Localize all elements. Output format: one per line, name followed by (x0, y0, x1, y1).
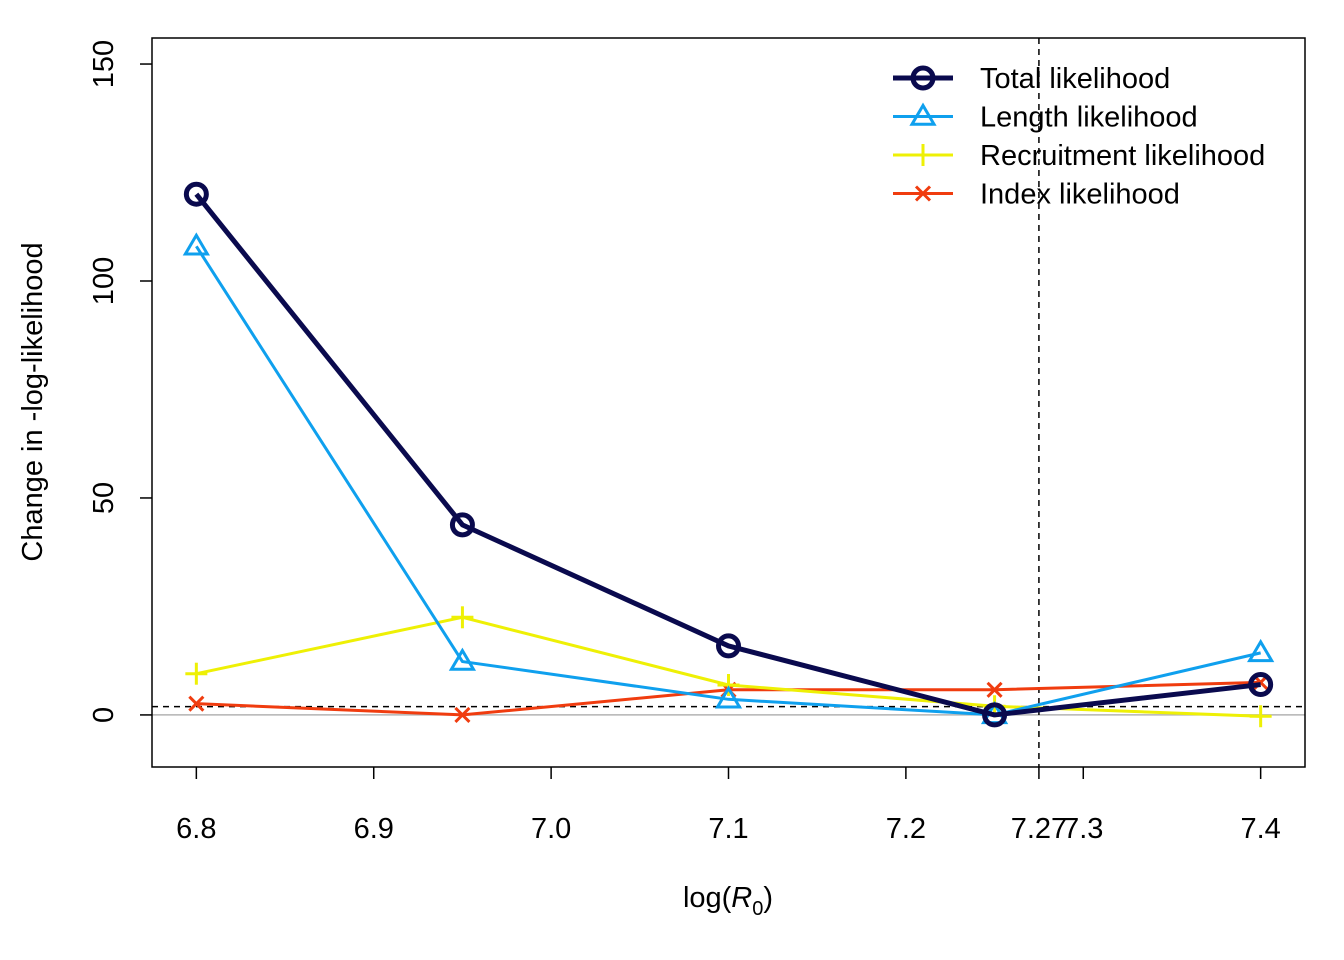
legend-item-length-likelihood: Length likelihood (893, 102, 1198, 134)
x-tick-label-3: 7.1 (708, 813, 748, 845)
total-likelihood-line (194, 192, 1261, 718)
index-likelihood-point-1 (454, 706, 471, 723)
x-axis-title: log(R0) (683, 882, 773, 920)
x-tick-label-6: 7.4 (1240, 813, 1280, 845)
length-likelihood-point-4-shape (1247, 638, 1275, 663)
legend: Total likelihood Length likelihood Recruit… (893, 63, 1265, 211)
legend-marker-index-likelihood-d2 (914, 185, 932, 202)
legend-label-total-likelihood: Total likelihood (980, 63, 1170, 95)
plot-area: 6.8 6.9 7.0 7.1 7.2 7.3 7.4 7.27 0 50 100 150 (88, 37, 1306, 845)
legend-item-recruitment-likelihood: Recruitment likelihood (893, 140, 1265, 172)
length-likelihood-point-4 (1247, 638, 1275, 663)
x-tick-label-2: 7.0 (531, 813, 571, 845)
y-tick-label-3: 150 (88, 40, 120, 88)
x-tick-label-5: 7.3 (1063, 813, 1103, 845)
legend-label-length-likelihood: Length likelihood (980, 102, 1198, 134)
total-likelihood-point-1-shape (449, 512, 475, 538)
total-likelihood-point-2-shape (716, 633, 741, 659)
legend-marker-total-likelihood-shape (910, 65, 936, 91)
length-likelihood-point-2 (714, 685, 743, 709)
x-axis-title-prefix: log( (683, 882, 732, 914)
x-tick-label-0: 6.8 (176, 813, 216, 845)
legend-marker-length-likelihood (909, 102, 937, 126)
y-tick-label-0: 0 (88, 707, 120, 723)
recruitment-likelihood-point-4 (1249, 705, 1272, 728)
index-likelihood-point-0 (188, 695, 205, 712)
recruitment-likelihood-point-1 (451, 606, 474, 629)
index-likelihood-point-0-d2 (188, 695, 205, 712)
recruitment-likelihood-point-2 (717, 673, 740, 696)
index-likelihood-point-1-d2 (454, 706, 471, 723)
x-axis-title-suffix: ) (763, 882, 773, 914)
legend-item-index-likelihood: Index likelihood (893, 179, 1180, 211)
x-tick-label-1: 6.9 (354, 813, 394, 845)
legend-marker-recruitment-likelihood (912, 144, 934, 166)
total-likelihood-point-1 (449, 512, 475, 538)
total-likelihood-point-4-shape (1248, 672, 1274, 698)
y-axis-title: Change in -log-likelihood (17, 242, 49, 561)
x-tick-label-4: 7.2 (886, 813, 926, 845)
legend-label-index-likelihood: Index likelihood (980, 179, 1180, 211)
legend-marker-total-likelihood (910, 65, 936, 91)
legend-marker-length-likelihood-shape (909, 102, 937, 126)
length-likelihood-point-0-shape (182, 232, 210, 256)
recruitment-likelihood-point-0 (185, 662, 208, 685)
total-likelihood-point-0-shape (183, 181, 209, 207)
length-likelihood-point-1 (448, 647, 477, 671)
x-axis-title-variable: R (731, 882, 752, 914)
legend-item-total-likelihood: Total likelihood (893, 63, 1170, 95)
y-tick-label-2: 100 (88, 257, 120, 305)
total-likelihood-point-4 (1248, 672, 1274, 698)
index-likelihood-point-3 (986, 681, 1003, 698)
total-likelihood-point-0 (183, 181, 209, 207)
length-likelihood-point-0 (182, 232, 210, 256)
total-likelihood-point-3-shape (982, 702, 1008, 728)
length-likelihood-point-2-shape (714, 685, 743, 709)
x-tick-label-estimate: 7.27 (1011, 813, 1067, 845)
legend-marker-index-likelihood (914, 185, 932, 202)
x-axis-title-subscript: 0 (752, 898, 763, 920)
length-likelihood-point-1-shape (448, 647, 477, 671)
length-likelihood-line (195, 245, 1261, 717)
total-likelihood-point-2 (716, 633, 741, 659)
y-tick-label-1: 50 (88, 482, 120, 514)
legend-label-recruitment-likelihood: Recruitment likelihood (980, 140, 1265, 172)
index-likelihood-point-3-d2 (986, 681, 1003, 698)
total-likelihood-point-3 (982, 702, 1008, 728)
